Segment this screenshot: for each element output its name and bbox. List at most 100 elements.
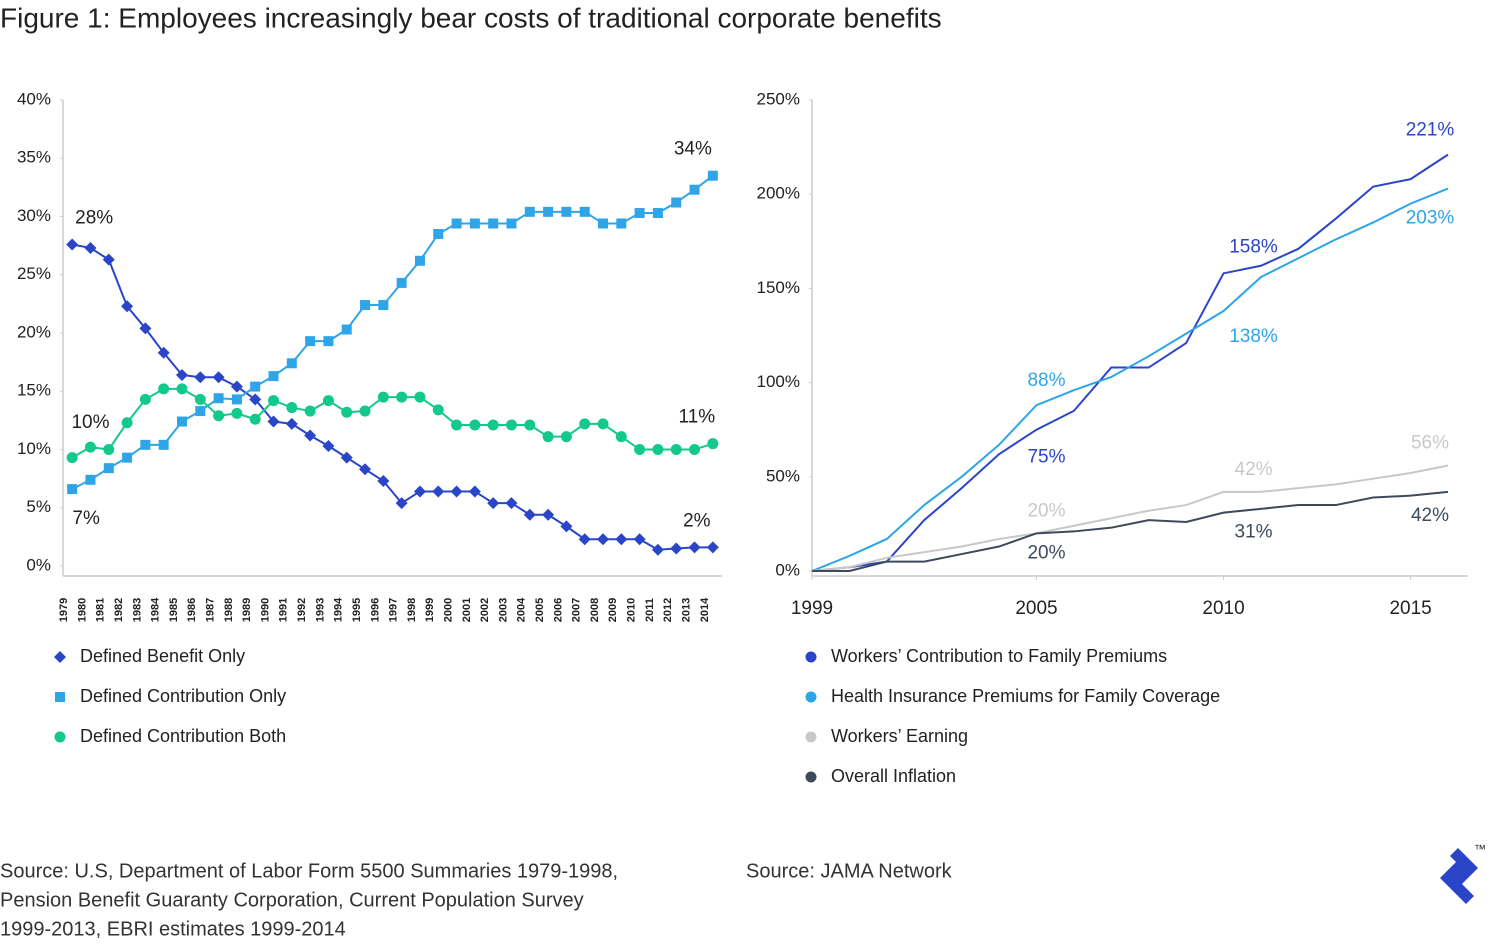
x-tick-label: 2009 xyxy=(607,598,619,622)
data-point xyxy=(66,238,79,251)
x-tick-label: 2010 xyxy=(626,598,638,622)
data-point xyxy=(85,474,96,485)
data-point xyxy=(432,404,444,416)
data-point xyxy=(249,393,262,406)
data-point xyxy=(689,444,701,455)
data-point xyxy=(396,391,408,403)
data-point xyxy=(451,218,462,229)
data-point xyxy=(231,407,243,419)
logo-icon xyxy=(1440,848,1478,904)
data-point xyxy=(212,371,225,384)
value-label: 7% xyxy=(72,508,100,529)
data-point xyxy=(615,431,627,443)
y-tick-label: 100% xyxy=(757,372,800,391)
data-point xyxy=(213,393,224,404)
value-label: 28% xyxy=(75,207,113,228)
data-point xyxy=(469,218,480,229)
data-point xyxy=(451,419,463,431)
data-point xyxy=(597,533,610,546)
series-line xyxy=(811,187,1449,572)
data-point xyxy=(323,336,334,347)
x-tick-label: 1979 xyxy=(58,598,70,622)
figure-title: Figure 1: Employees increasingly bear co… xyxy=(0,2,942,33)
data-point xyxy=(175,368,188,381)
legend-label: Defined Contribution Only xyxy=(80,686,286,706)
x-tick-label: 2013 xyxy=(680,598,692,622)
data-point xyxy=(615,533,628,546)
data-point xyxy=(377,391,389,403)
value-label: 158% xyxy=(1229,236,1278,257)
data-point xyxy=(121,300,134,313)
value-label: 11% xyxy=(679,407,716,428)
data-point xyxy=(560,431,572,443)
data-point xyxy=(139,393,151,405)
legend-marker xyxy=(54,651,66,663)
x-tick-label: 2014 xyxy=(699,597,711,622)
data-point xyxy=(524,206,535,217)
data-point xyxy=(707,170,718,181)
data-point xyxy=(341,406,353,418)
data-point xyxy=(396,277,407,288)
data-point xyxy=(268,395,280,407)
x-tick-label: 1990 xyxy=(259,598,271,622)
value-label: 56% xyxy=(1411,433,1449,454)
data-point xyxy=(414,255,425,266)
data-point xyxy=(84,441,96,453)
x-tick-label: 1994 xyxy=(333,597,345,622)
value-label: 88% xyxy=(1027,370,1065,391)
x-tick-label: 2011 xyxy=(644,598,656,622)
data-point xyxy=(140,439,151,450)
data-point xyxy=(652,444,664,455)
source-note: Source: JAMA Network xyxy=(746,860,953,882)
x-tick-label: 1989 xyxy=(241,598,253,622)
x-tick-label: 2010 xyxy=(1202,598,1244,619)
y-tick-label: 150% xyxy=(757,278,800,297)
data-point xyxy=(413,485,426,498)
value-label: 42% xyxy=(1411,505,1449,526)
data-point xyxy=(285,417,298,430)
data-point xyxy=(286,358,297,369)
data-point xyxy=(579,206,590,217)
data-point xyxy=(322,395,334,407)
data-point xyxy=(194,393,206,405)
x-tick-label: 1981 xyxy=(95,598,107,622)
data-point xyxy=(139,322,152,335)
data-point xyxy=(157,346,170,359)
data-point xyxy=(395,497,408,510)
logo-tm: ™ xyxy=(1474,842,1486,856)
x-tick-label: 2005 xyxy=(1015,598,1057,619)
source-note: Source: U.S, Department of Labor Form 55… xyxy=(0,860,618,882)
y-tick-label: 20% xyxy=(17,322,51,341)
y-tick-label: 5% xyxy=(26,497,51,516)
series-line xyxy=(811,464,1449,572)
value-label: 221% xyxy=(1406,120,1455,141)
legend-marker xyxy=(805,691,817,703)
x-tick-label: 2000 xyxy=(442,598,454,622)
legend-label: Workers’ Contribution to Family Premiums xyxy=(831,646,1167,666)
data-point xyxy=(340,451,353,464)
source-note: Pension Benefit Guaranty Corporation, Cu… xyxy=(0,889,584,911)
legend-label: Overall Inflation xyxy=(831,766,956,786)
data-point xyxy=(469,419,481,431)
data-point xyxy=(304,429,317,442)
data-point xyxy=(560,520,573,533)
data-point xyxy=(578,533,591,546)
logo: ™ xyxy=(1440,842,1486,904)
data-point xyxy=(598,218,609,229)
value-label: 138% xyxy=(1229,326,1278,347)
data-point xyxy=(707,438,719,450)
x-tick-label: 2008 xyxy=(589,598,601,622)
data-point xyxy=(468,485,481,498)
x-tick-label: 2006 xyxy=(552,598,564,622)
value-label: 20% xyxy=(1027,500,1065,521)
legend-label: Defined Contribution Both xyxy=(80,726,286,746)
data-point xyxy=(268,371,279,382)
data-point xyxy=(505,497,518,510)
data-point xyxy=(158,383,170,395)
data-point xyxy=(67,484,78,495)
data-point xyxy=(249,413,261,425)
data-point xyxy=(433,228,444,239)
series-line xyxy=(811,153,1449,572)
data-point xyxy=(505,419,517,431)
